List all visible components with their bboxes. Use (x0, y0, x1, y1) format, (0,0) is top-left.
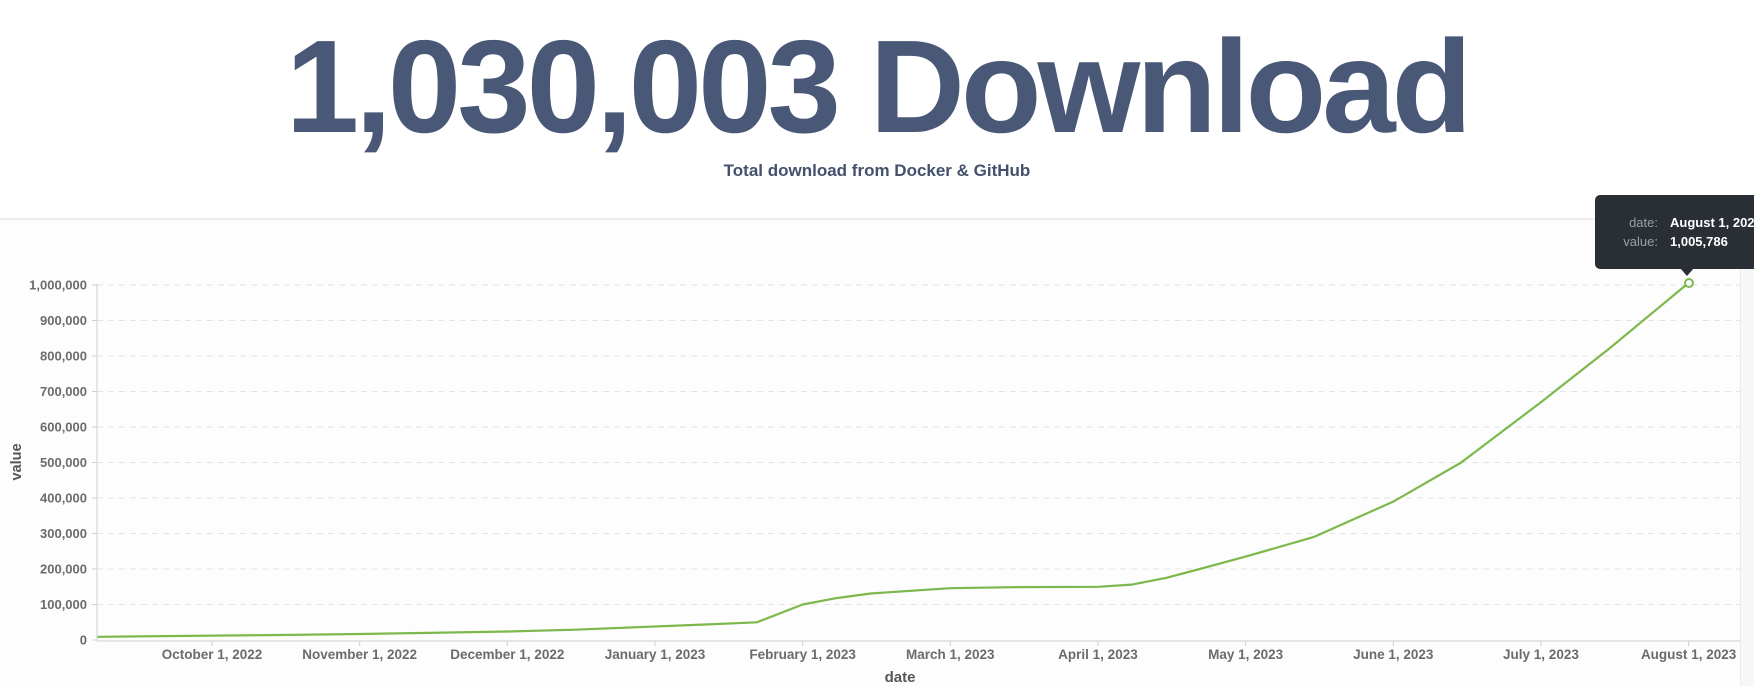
y-axis-tick-label: 100,000 (40, 597, 87, 612)
line-chart-canvas[interactable]: 0 100,000 200,000 300,000 400,000 500,000 600,… (0, 220, 1754, 686)
y-axis-tick-label: 900,000 (40, 313, 87, 328)
x-axis-tick-label: July 1, 2023 (1503, 647, 1579, 662)
x-axis-tick-label: March 1, 2023 (906, 647, 995, 662)
tooltip-value-value: 1,005,786 (1670, 233, 1728, 249)
line-series-total-downloads[interactable] (97, 281, 1690, 638)
x-axis-tick-label: December 1, 2022 (450, 647, 564, 662)
x-axis-tick-label: November 1, 2022 (302, 647, 417, 662)
x-axis-tick-label: January 1, 2023 (605, 647, 706, 662)
x-axis-tick-label: June 1, 2023 (1353, 647, 1434, 662)
y-axis-tick-label: 300,000 (40, 526, 87, 541)
tooltip-date-row: date: August 1, 2023 (1611, 214, 1754, 231)
y-axis-title: value (9, 443, 25, 480)
chart-right-margin (1740, 220, 1754, 686)
chart-tooltip: date: August 1, 2023 value: 1,005,786 (1595, 195, 1754, 276)
highlighted-data-point[interactable] (1684, 278, 1694, 288)
y-axis-tick-label: 600,000 (40, 420, 87, 435)
downloads-line-chart[interactable]: 0 100,000 200,000 300,000 400,000 500,000 600,… (0, 220, 1754, 686)
x-axis-tick-label: May 1, 2023 (1208, 647, 1284, 662)
header: 1,030,003 Download Total download from D… (0, 0, 1754, 220)
y-axis-tick-label: 200,000 (40, 562, 87, 577)
tooltip-value-label: value: (1623, 233, 1658, 249)
y-axis-tick-label: 800,000 (40, 349, 87, 364)
y-axis-tick-label: 1,000,000 (29, 278, 87, 293)
y-axis-tick-label: 700,000 (40, 384, 87, 399)
y-axis-tick-label: 400,000 (40, 491, 87, 506)
tooltip-date-value: August 1, 2023 (1670, 214, 1754, 230)
tooltip-pointer (1680, 268, 1694, 276)
x-axis-tick-label: February 1, 2023 (749, 647, 856, 662)
y-axis-tick-label: 500,000 (40, 455, 87, 470)
y-axis-tick-label: 0 (80, 633, 87, 648)
x-axis-title: date (885, 669, 916, 686)
x-axis-tick-label: October 1, 2022 (162, 647, 263, 662)
x-axis-tick-label: August 1, 2023 (1641, 647, 1737, 662)
tooltip-date-label: date: (1629, 214, 1658, 230)
x-axis-tick-label: April 1, 2023 (1058, 647, 1138, 662)
tooltip-value-row: value: 1,005,786 (1611, 234, 1746, 250)
page-subtitle: Total download from Docker & GitHub (723, 161, 1031, 181)
page-title: 1,030,003 Download (285, 13, 1473, 160)
